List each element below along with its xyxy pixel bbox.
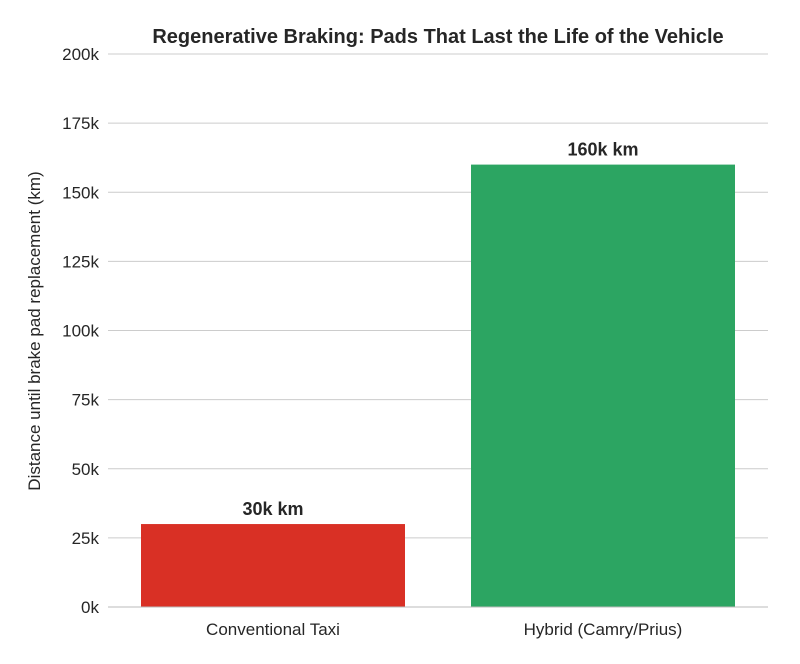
bars <box>141 164 735 607</box>
bar <box>471 164 735 607</box>
y-tick-label: 175k <box>62 114 99 133</box>
x-axis-ticks: Conventional Taxi Hybrid (Camry/Prius) <box>206 620 682 639</box>
y-tick-label: 125k <box>62 252 99 271</box>
y-axis-ticks: 0k 25k 50k 75k 100k 125k 150k 175k 200k <box>62 45 99 617</box>
y-tick-label: 100k <box>62 322 99 341</box>
y-tick-label: 150k <box>62 183 99 202</box>
y-tick-label: 50k <box>72 460 100 479</box>
y-tick-label: 25k <box>72 529 100 548</box>
y-tick-label: 0k <box>81 598 99 617</box>
y-tick-label: 200k <box>62 45 99 64</box>
y-axis-label: Distance until brake pad replacement (km… <box>25 171 44 490</box>
bar <box>141 524 405 607</box>
x-tick-label: Hybrid (Camry/Prius) <box>524 620 683 639</box>
bar-value-labels: 30k km 160k km <box>242 140 638 519</box>
x-tick-label: Conventional Taxi <box>206 620 340 639</box>
chart-title: Regenerative Braking: Pads That Last the… <box>152 26 723 48</box>
bar-value-label: 160k km <box>567 140 638 160</box>
bar-value-label: 30k km <box>242 499 303 519</box>
y-tick-label: 75k <box>72 391 100 410</box>
gridlines <box>108 53 768 539</box>
